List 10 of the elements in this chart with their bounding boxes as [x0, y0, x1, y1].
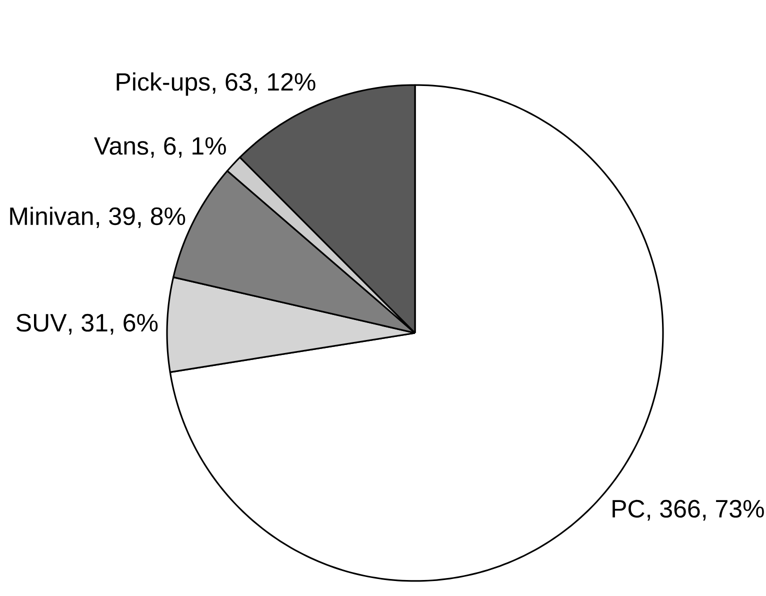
data-label: , 39, 8% — [96, 207, 186, 228]
slice-label: Minivan — [10, 206, 93, 226]
data-label: , 6, 1% — [151, 137, 226, 158]
slice-label: PC — [612, 500, 644, 518]
slice-label: Pick-ups — [116, 72, 210, 96]
data-label: , 366, 73% — [648, 500, 764, 521]
data-label: , 63, 12% — [212, 73, 316, 94]
data-label: , 31, 6% — [69, 314, 158, 335]
slice-label: SUV — [16, 314, 67, 332]
slice-label: Vans — [94, 137, 148, 155]
